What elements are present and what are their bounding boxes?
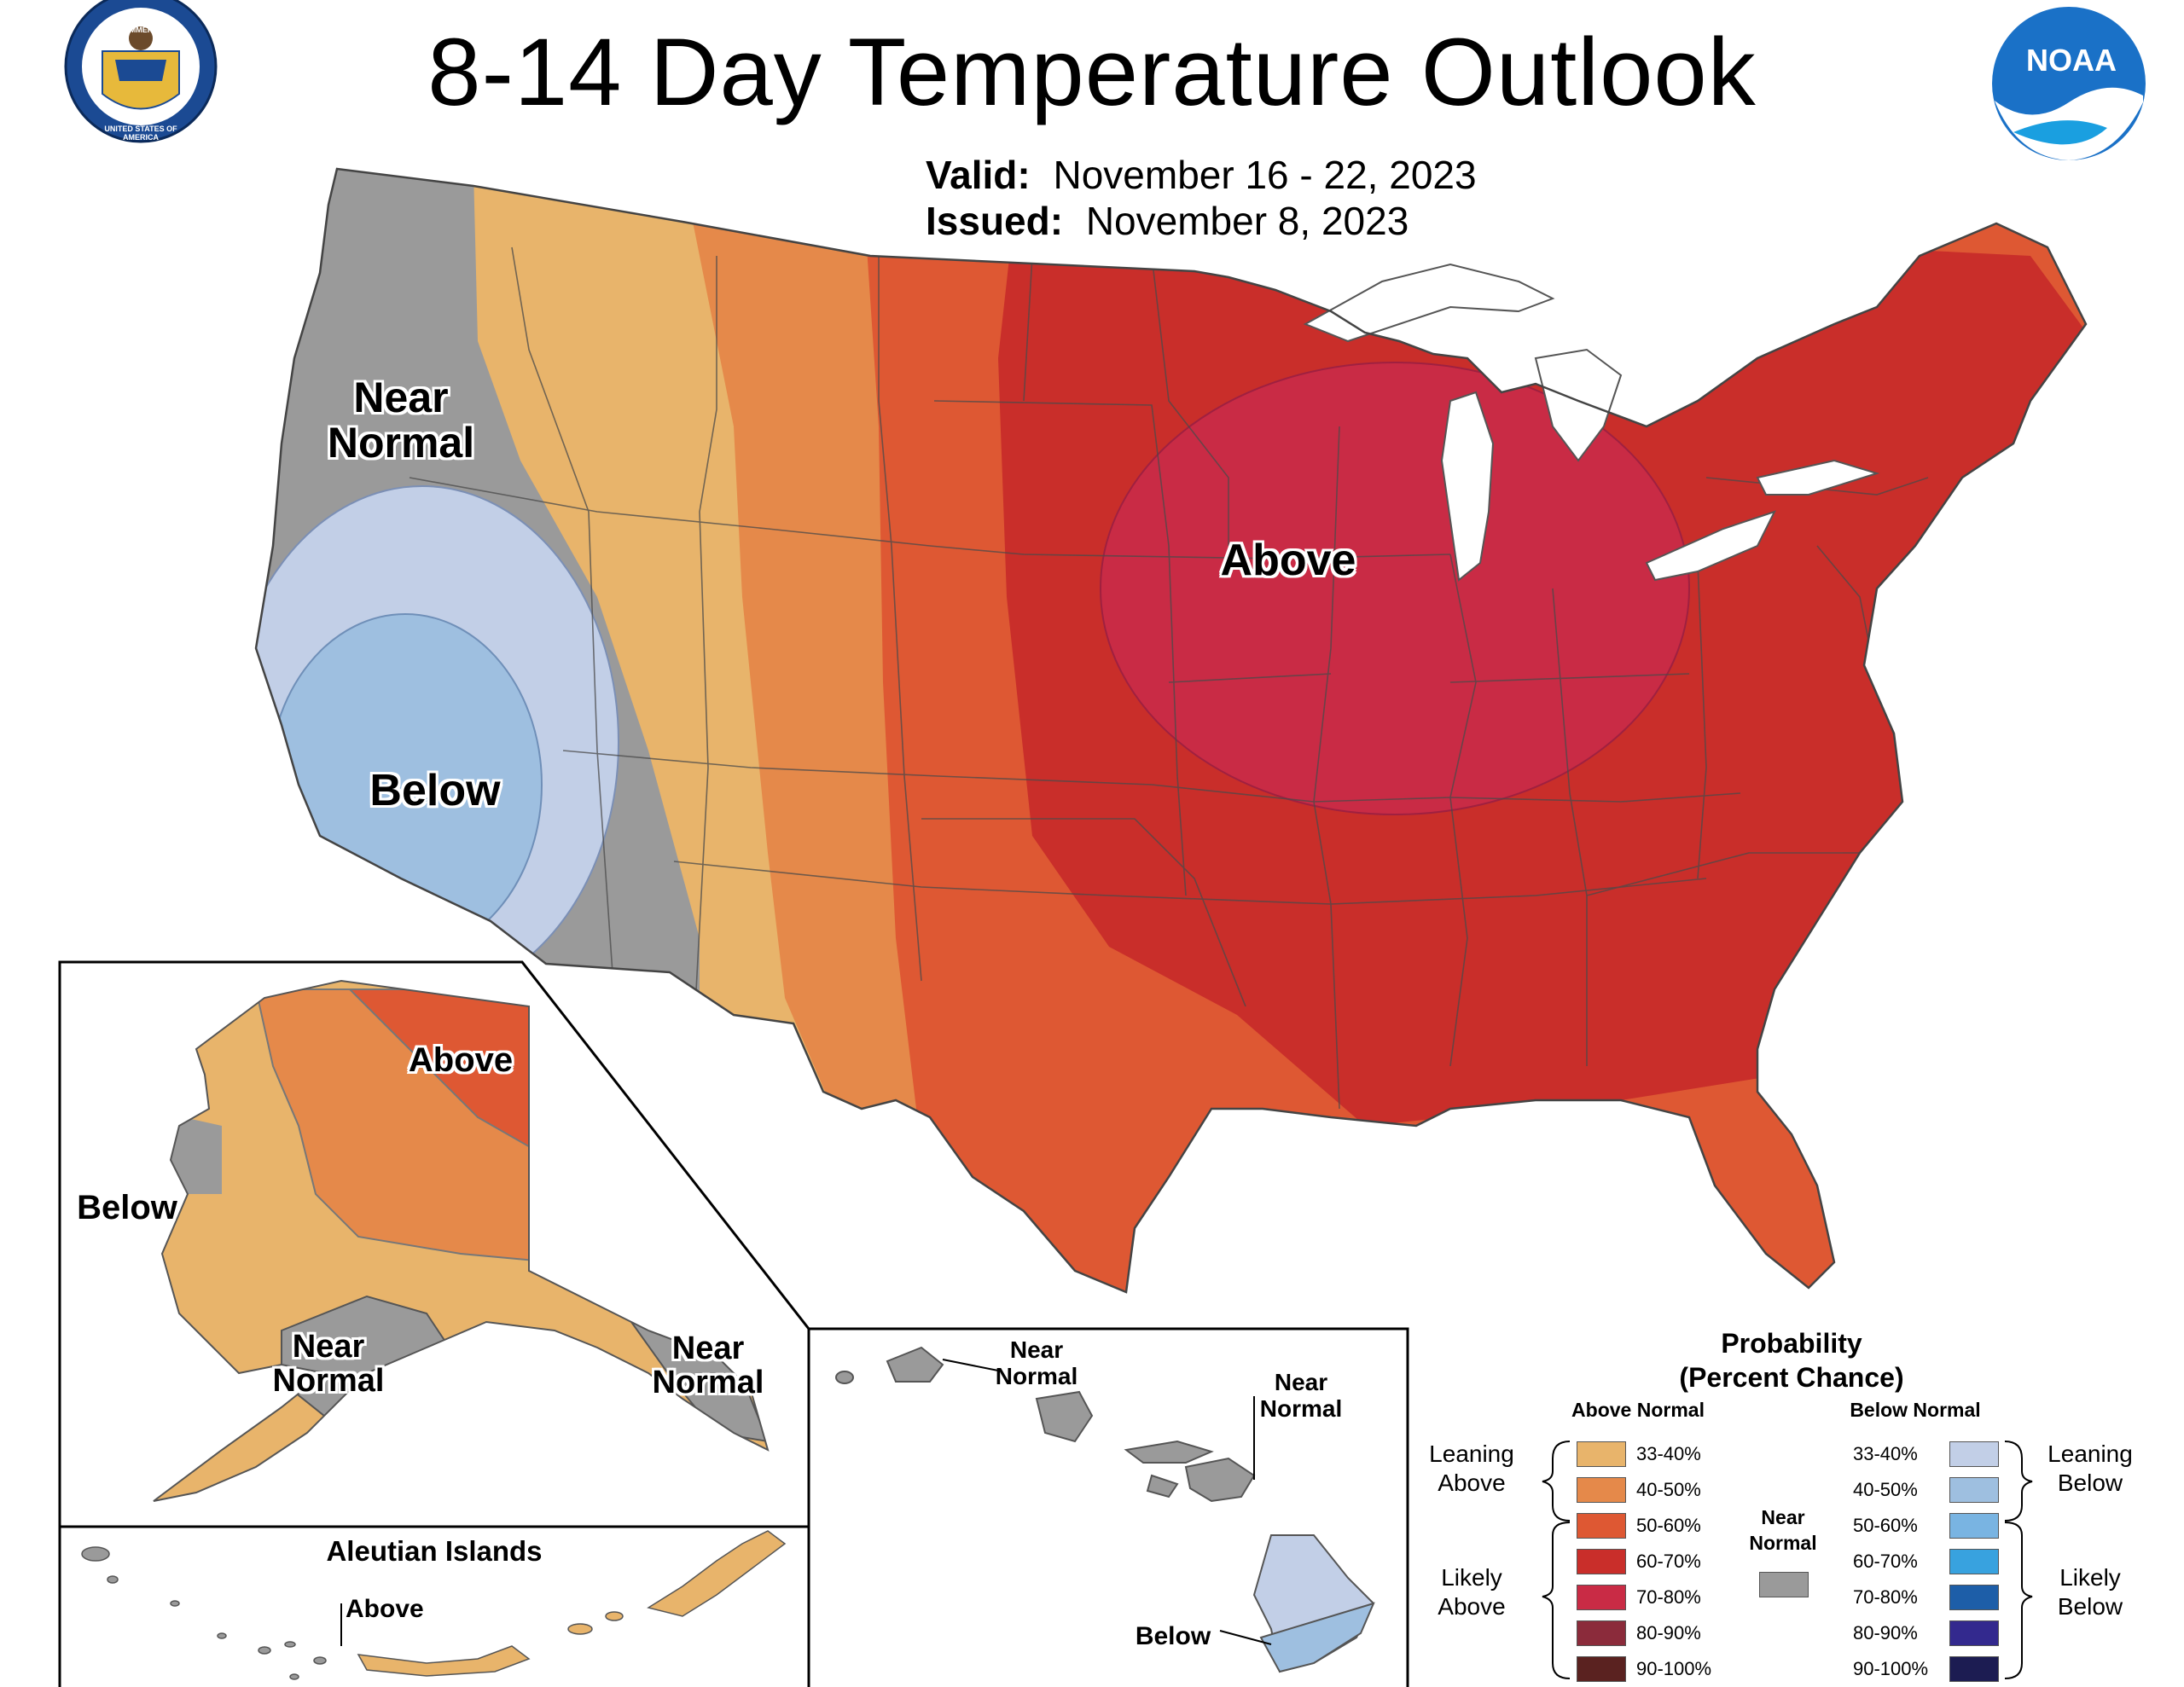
valid-line: Valid: November 16 - 22, 2023: [926, 152, 1477, 198]
legend-swatch-below-2: [1949, 1513, 1999, 1539]
hawaii-leader-lines: [942, 1359, 1272, 1645]
conus-outline: [254, 167, 2088, 1294]
legend-label-above-6: 90-100%: [1636, 1658, 1712, 1679]
legend-label-above-5: 80-90%: [1636, 1622, 1701, 1644]
department-of-commerce-seal: [64, 0, 218, 143]
issued-line: Issued: November 8, 2023: [926, 198, 1409, 244]
conus-near-normal-label: Near Normal: [327, 374, 475, 467]
legend-label-above-1: 40-50%: [1636, 1479, 1701, 1500]
legend-swatch-below-1: [1949, 1477, 1999, 1503]
legend-label-below-0: 33-40%: [1853, 1443, 1918, 1464]
legend-label-below-5: 80-90%: [1853, 1622, 1918, 1644]
issued-value: November 8, 2023: [1085, 199, 1409, 243]
legend-swatch-above-4: [1577, 1585, 1626, 1610]
valid-value: November 16 - 22, 2023: [1053, 153, 1477, 197]
legend-label-above-3: 60-70%: [1636, 1551, 1701, 1572]
seal-text-bottom: UNITED STATES OF AMERICA: [104, 125, 177, 142]
legend-swatch-below-5: [1949, 1620, 1999, 1646]
hawaii-near-normal-label-1: Near Normal: [995, 1336, 1078, 1389]
legend-swatch-above-1: [1577, 1477, 1626, 1503]
seal-text-top: DEPARTMENT OF COMMERCE: [107, 17, 174, 34]
hawaii-near-normal-label-2: Near Normal: [1259, 1369, 1343, 1422]
valid-label: Valid:: [926, 153, 1031, 197]
legend-swatch-below-0: [1949, 1441, 1999, 1467]
legend-swatch-below-3: [1949, 1549, 1999, 1574]
page-title: 8-14 Day Temperature Outlook: [427, 19, 1757, 125]
legend-title-line1: Probability: [1721, 1328, 1862, 1359]
legend-title: Probability (Percent Chance): [1647, 1326, 1937, 1394]
legend-near-normal-header: Near Normal: [1749, 1506, 1817, 1554]
legend-label-above-0: 33-40%: [1636, 1443, 1701, 1464]
legend-likely-below: Likely Below: [2057, 1564, 2123, 1620]
alaska-near-normal-label-1: Near Normal: [272, 1329, 385, 1399]
alaska-below-label: Below: [77, 1189, 177, 1226]
aleutian-title: Aleutian Islands: [326, 1535, 543, 1567]
legend-swatch-above-0: [1577, 1441, 1626, 1467]
alaska-outline: [153, 979, 770, 1502]
legend-swatch-above-2: [1577, 1513, 1626, 1539]
legend-label-below-4: 70-80%: [1853, 1586, 1918, 1608]
legend-below-header: Below Normal: [1850, 1399, 1981, 1421]
legend-label-below-1: 40-50%: [1853, 1479, 1918, 1500]
conus-above-label: Above: [1220, 536, 1356, 585]
legend-swatch-below-6: [1949, 1656, 1999, 1682]
legend-above-header: Above Normal: [1571, 1399, 1705, 1421]
conus-below-label: Below: [369, 766, 501, 815]
hawaii-below-label: Below: [1135, 1622, 1211, 1650]
alaska-above-label: Above: [408, 1041, 514, 1079]
noaa-logo: [1992, 7, 2146, 160]
aleutian-islands: [81, 1530, 787, 1680]
legend-label-above-2: 50-60%: [1636, 1515, 1701, 1536]
legend-swatch-above-5: [1577, 1620, 1626, 1646]
legend-label-below-3: 60-70%: [1853, 1551, 1918, 1572]
great-lakes: [1303, 263, 1880, 582]
legend-label-below-6: 90-100%: [1853, 1658, 1929, 1679]
legend-likely-above: Likely Above: [1438, 1564, 1506, 1620]
legend-swatch-below-4: [1949, 1585, 1999, 1610]
legend-label-above-4: 70-80%: [1636, 1586, 1701, 1608]
hawaii-map: [835, 1346, 1375, 1673]
legend-braces: [1542, 1441, 2033, 1679]
inset-frame: [58, 960, 1409, 1687]
legend-title-line2: (Percent Chance): [1679, 1362, 1904, 1393]
legend-swatch-above-3: [1577, 1549, 1626, 1574]
alaska-near-normal-label-2: Near Normal: [652, 1330, 764, 1400]
issued-label: Issued:: [926, 199, 1064, 243]
legend-label-below-2: 50-60%: [1853, 1515, 1918, 1536]
legend-leaning-above: Leaning Above: [1429, 1441, 1514, 1496]
legend-leaning-below: Leaning Below: [2048, 1441, 2133, 1496]
legend-swatch-near-normal: [1759, 1572, 1809, 1597]
noaa-logo-text: NOAA: [2026, 43, 2117, 78]
legend-swatch-above-6: [1577, 1656, 1626, 1682]
aleutian-above-label: Above: [346, 1595, 424, 1623]
